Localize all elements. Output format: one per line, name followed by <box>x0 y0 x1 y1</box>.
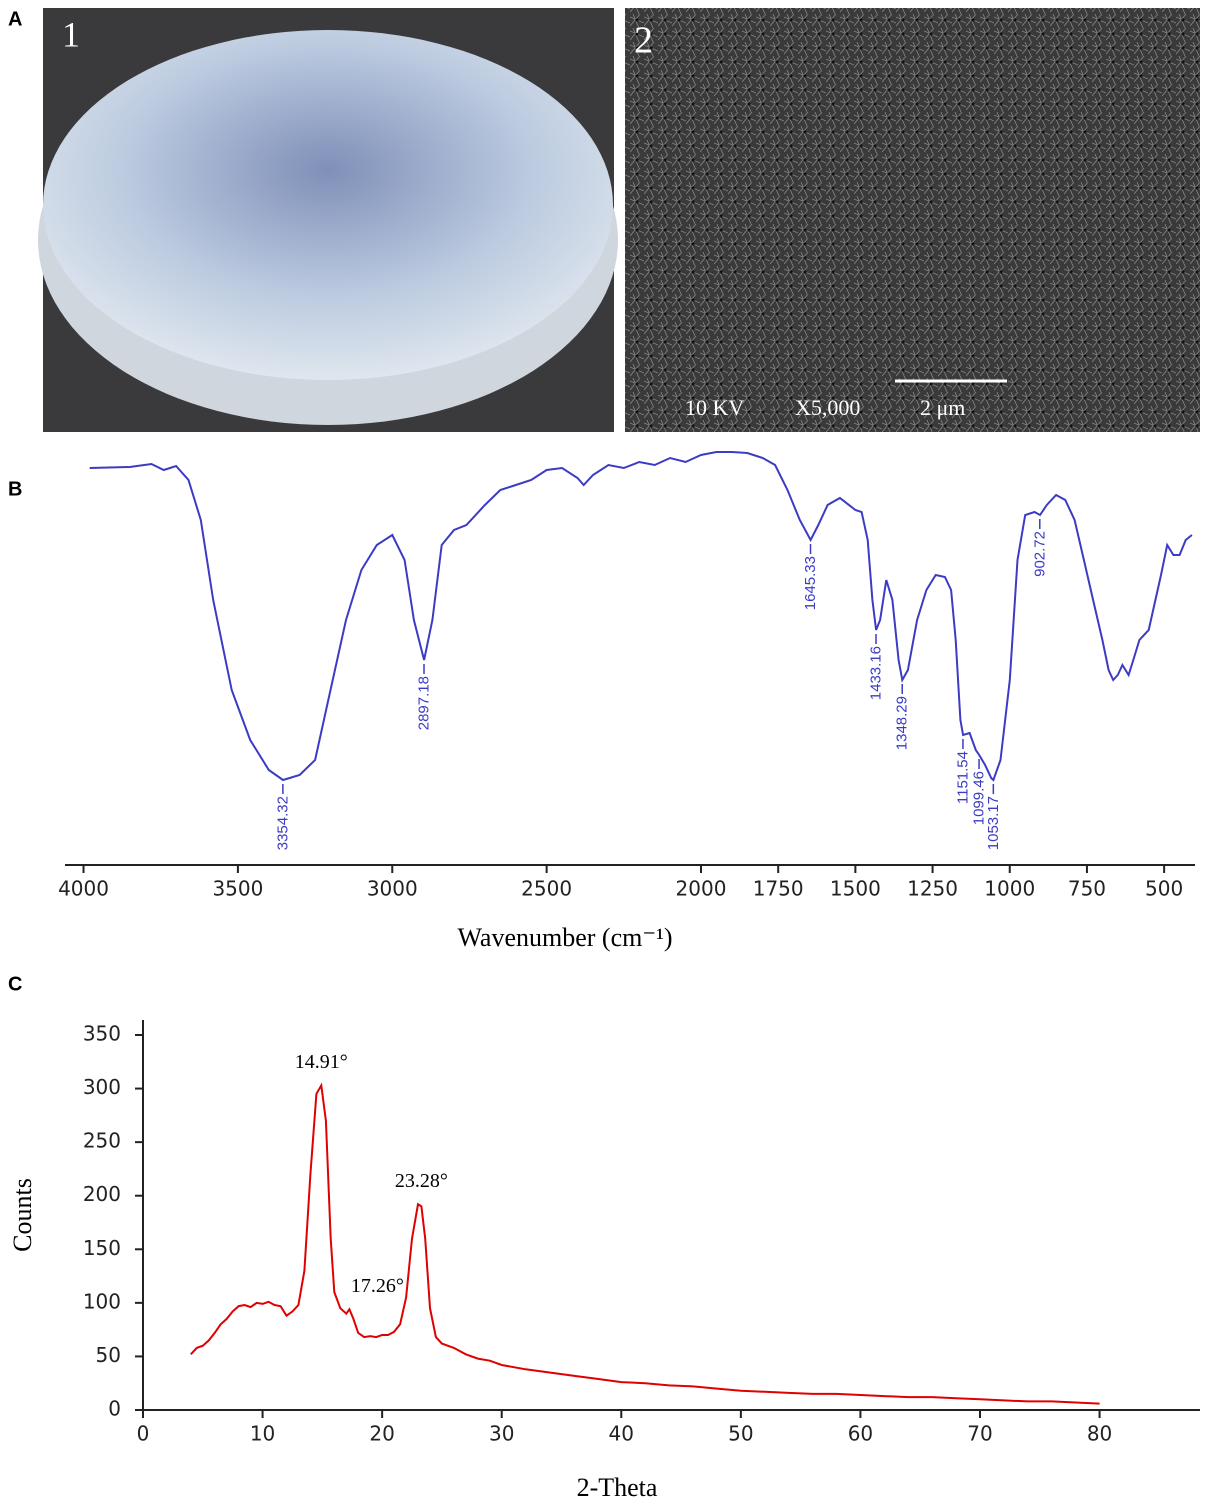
x-tick-label: 750 <box>1068 877 1106 901</box>
peak-label: 902.72 <box>1031 531 1048 577</box>
photo-gel: 1 <box>38 8 618 432</box>
peak-label: 23.28° <box>395 1170 448 1192</box>
x-tick-label: 0 <box>137 1422 150 1446</box>
peak-label: 3354.32 <box>274 796 291 850</box>
y-axis-label: Counts <box>8 1178 37 1252</box>
x-tick-label: 50 <box>728 1422 753 1446</box>
y-tick-label: 200 <box>83 1182 121 1206</box>
x-tick-label: 2500 <box>521 877 572 901</box>
peak-label: 1348.29 <box>894 696 911 750</box>
peak-label: 14.91° <box>295 1051 348 1073</box>
sem-caption: X5,000 <box>795 395 860 420</box>
peak-label: 1151.54 <box>954 751 971 804</box>
x-axis-label: 2-Theta <box>577 1473 658 1502</box>
peak-label: 1645.33 <box>802 556 819 610</box>
figure: A B C 1 2 10 KV X5,000 2 μm 400035003000… <box>0 0 1205 1508</box>
y-tick-label: 0 <box>108 1397 121 1421</box>
x-tick-label: 2000 <box>676 877 727 901</box>
y-tick-label: 150 <box>83 1236 121 1260</box>
y-tick-label: 50 <box>96 1343 121 1367</box>
x-tick-label: 10 <box>250 1422 275 1446</box>
y-tick-label: 350 <box>83 1022 121 1046</box>
y-tick-label: 300 <box>83 1075 121 1099</box>
x-tick-label: 70 <box>967 1422 992 1446</box>
x-tick-label: 20 <box>369 1422 394 1446</box>
x-axis-label: Wavenumber (cm⁻¹) <box>457 923 672 952</box>
peak-label: 17.26° <box>351 1275 404 1297</box>
x-tick-label: 3500 <box>212 877 263 901</box>
photo-label: 1 <box>62 14 80 54</box>
x-tick-label: 500 <box>1145 877 1183 901</box>
photo-label: 2 <box>634 20 653 62</box>
sem-caption: 2 μm <box>920 395 965 420</box>
panel-label: B <box>8 478 22 500</box>
y-tick-label: 250 <box>83 1129 121 1153</box>
y-tick-label: 100 <box>83 1289 121 1313</box>
peak-label: 2897.18 <box>416 676 433 730</box>
x-tick-label: 1250 <box>907 877 958 901</box>
x-tick-label: 1750 <box>753 877 804 901</box>
x-tick-label: 40 <box>609 1422 634 1446</box>
panel-label: A <box>8 8 22 30</box>
peak-label: 1433.16 <box>868 646 885 700</box>
x-tick-label: 30 <box>489 1422 514 1446</box>
x-tick-label: 1000 <box>984 877 1035 901</box>
x-tick-label: 3000 <box>367 877 418 901</box>
photo-sem: 2 10 KV X5,000 2 μm <box>625 8 1200 432</box>
sem-caption: 10 KV <box>685 395 744 420</box>
panel-label: C <box>8 973 22 995</box>
series-line <box>191 1085 1100 1403</box>
x-tick-label: 60 <box>848 1422 873 1446</box>
x-tick-label: 4000 <box>58 877 109 901</box>
series-line <box>90 452 1192 780</box>
x-tick-label: 1500 <box>830 877 881 901</box>
x-tick-label: 80 <box>1087 1422 1112 1446</box>
peak-label: 1053.17 <box>985 796 1002 850</box>
